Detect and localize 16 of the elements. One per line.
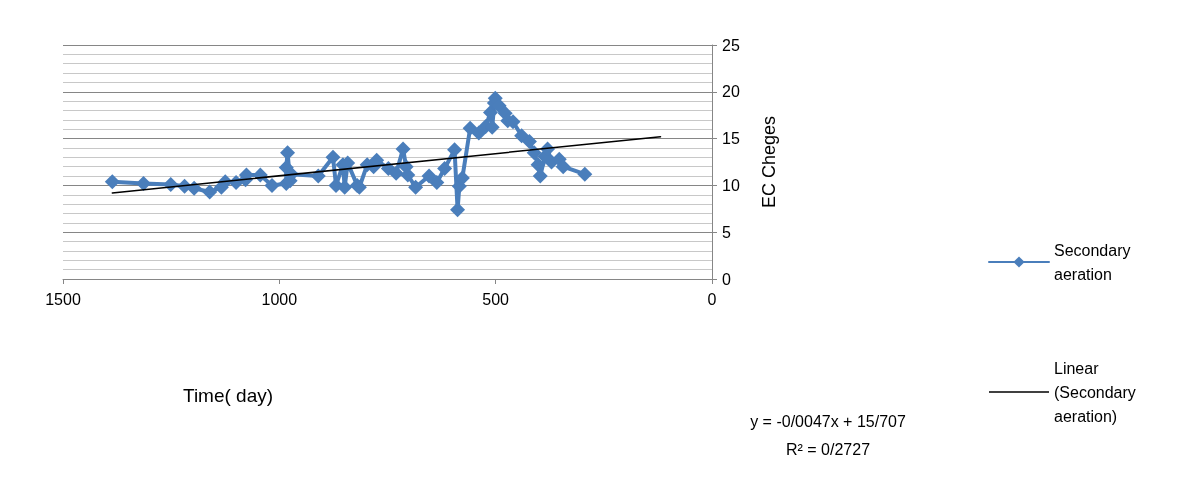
x-tick-label: 1500 — [45, 290, 81, 308]
text: R² = 0/2727 — [785, 440, 871, 458]
y-axis-title: EC Cheges — [759, 115, 779, 209]
y-tick-label: 20 — [722, 83, 740, 101]
x-tick-label: 1000 — [261, 290, 298, 308]
legend-label: Linear (Secondary aeration) — [1054, 359, 1141, 425]
y-tick-label: 25 — [722, 36, 740, 54]
x-tick-label: 500 — [482, 290, 510, 308]
y-tick-label: 0 — [722, 270, 731, 288]
y-tick-label: 15 — [722, 130, 740, 148]
x-tick-label: 0 — [707, 290, 717, 308]
y-tick-label: 5 — [722, 223, 731, 241]
y-tick-label: 10 — [722, 176, 740, 194]
text: y = -0/0047x + 15/707 — [750, 412, 906, 430]
legend-label: Secondary aeration — [1054, 241, 1135, 283]
x-axis-title: Time( day) — [183, 385, 274, 406]
